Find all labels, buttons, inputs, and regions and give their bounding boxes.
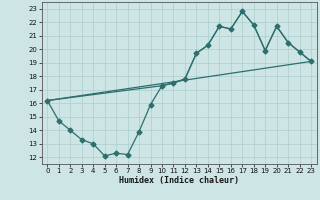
X-axis label: Humidex (Indice chaleur): Humidex (Indice chaleur): [119, 176, 239, 185]
